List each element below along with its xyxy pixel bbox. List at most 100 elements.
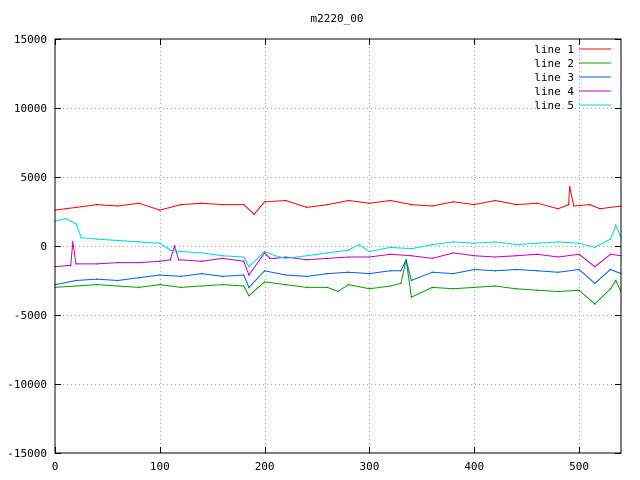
data-point <box>138 202 140 204</box>
data-point <box>75 223 77 225</box>
data-point <box>305 254 308 257</box>
data-point <box>452 252 455 254</box>
data-point <box>573 205 575 207</box>
data-point <box>284 257 287 260</box>
data-point <box>138 261 140 264</box>
data-point <box>389 285 392 287</box>
data-point <box>473 203 476 206</box>
data-point <box>200 285 203 287</box>
data-point <box>594 246 596 249</box>
data-point <box>400 270 402 272</box>
data-point <box>159 274 161 276</box>
data-point <box>263 281 266 283</box>
data-point <box>284 256 287 258</box>
data-point <box>347 249 350 251</box>
series-3 <box>54 258 622 289</box>
data-point <box>138 241 140 243</box>
data-point <box>452 201 455 203</box>
data-point <box>536 242 538 244</box>
data-point <box>389 270 392 272</box>
data-point <box>609 268 612 271</box>
data-point <box>557 271 559 274</box>
data-point <box>75 279 77 282</box>
data-point <box>494 285 497 287</box>
x-tick-label: 100 <box>150 460 170 473</box>
data-point <box>473 242 476 244</box>
data-point <box>200 272 203 275</box>
series-line-3 <box>54 258 622 289</box>
data-point <box>410 254 413 257</box>
data-point <box>368 256 371 258</box>
data-point <box>269 257 271 260</box>
data-point <box>96 238 98 240</box>
data-point <box>274 257 276 260</box>
y-axis: -15000 -10000 -5000 0 5000 10000 15000 <box>7 33 621 460</box>
data-point <box>452 288 455 290</box>
data-point <box>96 203 98 206</box>
data-point <box>594 265 596 268</box>
chart-title: m2220_00 <box>311 12 364 25</box>
data-point <box>72 241 74 243</box>
data-point <box>347 256 350 258</box>
data-point <box>180 250 182 253</box>
series-line-2 <box>54 259 622 305</box>
data-point <box>96 278 98 280</box>
data-point <box>594 282 596 285</box>
data-point <box>615 224 617 227</box>
data-point <box>221 275 224 278</box>
data-point <box>248 274 250 276</box>
data-point <box>326 272 329 275</box>
data-point <box>494 256 497 258</box>
data-point <box>515 203 517 206</box>
data-point <box>75 285 77 287</box>
data-point <box>431 271 434 274</box>
data-point <box>410 296 413 298</box>
data-point <box>494 270 497 272</box>
x-tick-label: 0 <box>52 460 59 473</box>
data-point <box>567 203 570 206</box>
data-point <box>368 272 371 275</box>
data-point <box>159 242 161 244</box>
y-tick-label: -5000 <box>14 309 47 322</box>
data-point <box>200 260 203 263</box>
data-point <box>169 259 172 261</box>
data-point <box>578 268 580 271</box>
data-point <box>368 202 371 204</box>
data-point <box>200 252 203 254</box>
data-point <box>609 253 612 256</box>
data-point <box>557 290 559 293</box>
data-point <box>578 289 580 292</box>
data-point <box>96 263 98 265</box>
data-point <box>515 243 517 246</box>
data-point <box>117 261 119 264</box>
data-point <box>263 250 266 253</box>
data-point <box>253 213 255 216</box>
legend-label: line 4 <box>534 85 574 98</box>
data-point <box>221 254 224 257</box>
data-point <box>117 279 119 282</box>
y-tick-label: -15000 <box>7 447 47 460</box>
data-point <box>180 203 182 206</box>
data-point <box>117 239 119 242</box>
data-point <box>138 286 140 289</box>
data-point <box>615 279 617 282</box>
data-point <box>557 207 559 210</box>
data-point <box>515 268 517 271</box>
data-point <box>248 265 250 268</box>
legend-label: line 3 <box>534 71 574 84</box>
data-point <box>326 203 329 206</box>
data-point <box>242 274 245 276</box>
data-point <box>431 205 434 207</box>
data-point <box>347 271 350 274</box>
data-point <box>64 217 67 220</box>
data-point <box>389 199 392 202</box>
data-point <box>405 259 407 261</box>
legend-label: line 5 <box>534 99 574 112</box>
legend-label: line 1 <box>534 43 574 56</box>
data-point <box>494 199 497 202</box>
data-point <box>410 248 413 250</box>
data-point <box>588 203 591 206</box>
data-point <box>473 286 476 289</box>
